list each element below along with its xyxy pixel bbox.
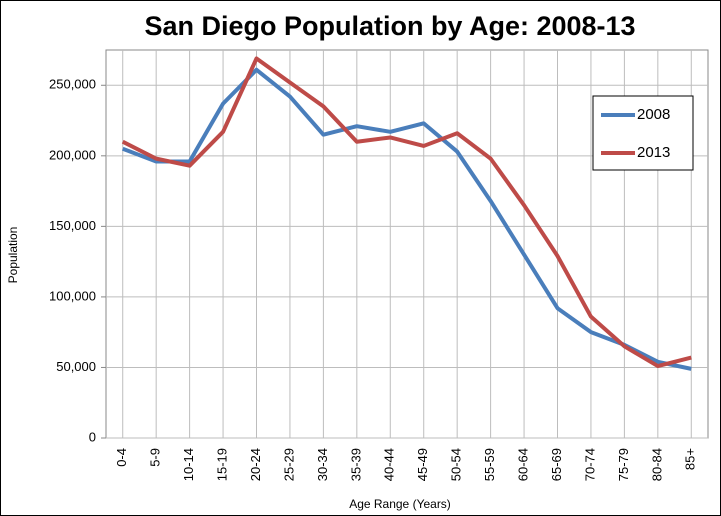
x-tick-label: 50-54 (449, 448, 464, 481)
x-tick-label: 0-4 (114, 448, 129, 467)
legend-label: 2013 (637, 144, 670, 161)
x-tick-label: 70-74 (582, 448, 597, 481)
x-tick-label: 5-9 (148, 448, 163, 467)
x-tick-label: 30-34 (315, 448, 330, 481)
y-tick-label: 250,000 (49, 77, 96, 92)
x-tick-label: 10-14 (181, 448, 196, 481)
series-line (121, 56, 692, 369)
legend-label: 2008 (637, 106, 670, 123)
x-tick-label: 35-39 (348, 448, 363, 481)
x-axis-title: Age Range (Years) (349, 497, 451, 511)
x-tick-label: 60-64 (515, 448, 530, 481)
y-tick-label: 150,000 (49, 218, 96, 233)
series-line (122, 67, 692, 371)
y-tick-label: 0 (89, 429, 96, 444)
y-tick-label: 100,000 (49, 288, 96, 303)
chart-title: San Diego Population by Age: 2008-13 (144, 11, 635, 41)
x-tick-label: 45-49 (415, 448, 430, 481)
y-tick-label: 50,000 (56, 359, 96, 374)
x-tick-label: 65-69 (549, 448, 564, 481)
x-tick-label: 75-79 (616, 448, 631, 481)
y-axis-title: Population (6, 227, 20, 284)
y-tick-label: 200,000 (49, 147, 96, 162)
x-tick-label: 80-84 (649, 448, 664, 481)
x-tick-label: 25-29 (281, 448, 296, 481)
legend-box (592, 95, 694, 171)
x-tick-label: 85+ (683, 448, 698, 470)
x-tick-label: 20-24 (248, 448, 263, 481)
x-tick-label: 15-19 (214, 448, 229, 481)
x-tick-label: 40-44 (382, 448, 397, 481)
x-tick-label: 55-59 (482, 448, 497, 481)
